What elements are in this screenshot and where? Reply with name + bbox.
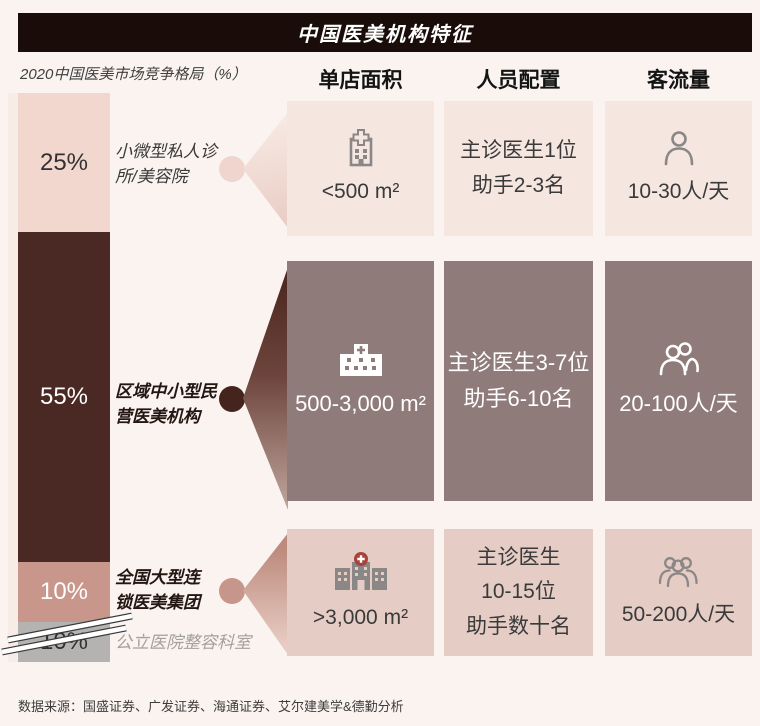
connector-wedge-1 [243, 112, 288, 228]
label-line: 全国大型连 [115, 568, 200, 587]
connector-wedge-2 [243, 267, 288, 510]
cell-traffic-row1: 10-30人/天 [605, 101, 752, 236]
page-title: 中国医美机构特征 [297, 24, 473, 46]
staff-line: 助手6-10名 [463, 386, 574, 411]
connector-dot-3 [219, 578, 245, 604]
cell-staff-row2: 主诊医生3-7位 助手6-10名 [444, 261, 593, 501]
staff-line: 主诊医生 [476, 545, 561, 569]
cell-staff-row3: 主诊医生 10-15位 助手数十名 [444, 529, 593, 656]
title-bar: 中国医美机构特征 [18, 13, 752, 52]
three-people-icon [658, 556, 698, 587]
area-value: <500 m² [321, 179, 400, 203]
column-header-area: 单店面积 [318, 69, 403, 92]
segment-value: 10% [39, 578, 89, 605]
cell-area-row2: 500-3,000 m² [287, 261, 434, 501]
cell-staff-row1: 主诊医生1位 助手2-3名 [444, 101, 593, 236]
segment-value: 25% [39, 148, 89, 176]
label-line: 营医美机构 [115, 406, 200, 426]
segment-value: 55% [39, 383, 89, 410]
person-icon [664, 130, 693, 165]
label-line: 所/美容院 [115, 166, 188, 186]
traffic-value: 50-200人/天 [621, 602, 736, 626]
bar-segment-national-chains: 10% [18, 562, 110, 622]
segment-label-public-hospitals: 公立医院整容科室 [115, 633, 251, 652]
traffic-value: 10-30人/天 [627, 179, 730, 203]
area-value: >3,000 m² [312, 605, 409, 629]
segment-label-private-clinics: 小微型私人诊 所/美容院 [115, 140, 217, 189]
cell-area-row3: >3,000 m² [287, 529, 434, 656]
staff-line: 主诊医生1位 [460, 138, 577, 162]
label-line: 区域中小型民 [115, 382, 217, 401]
segment-value: 10% [39, 628, 89, 655]
cell-traffic-row3: 50-200人/天 [605, 529, 752, 656]
cell-traffic-row2: 20-100人/天 [605, 261, 752, 501]
bar-segment-public-hospitals: 10% [18, 622, 110, 662]
bar-segment-private-clinics: 25% [18, 93, 110, 232]
chart-subtitle: 2020中国医美市场竞争格局（%） [20, 66, 247, 83]
staff-line: 助手数十名 [466, 614, 571, 638]
connector-dot-2 [219, 386, 245, 412]
bar-segment-regional-institutions: 55% [18, 232, 110, 562]
bar-left-strip [8, 93, 18, 662]
connector-dot-1 [219, 156, 245, 182]
column-header-traffic: 客流量 [647, 69, 710, 92]
clinic-building-icon [349, 128, 372, 166]
staff-line: 助手2-3名 [471, 173, 566, 197]
segment-label-national-chains: 全国大型连 锁医美集团 [115, 566, 200, 615]
data-source: 数据来源：国盛证券、广发证券、海通证券、艾尔建美学&德勤分析 [18, 699, 404, 714]
large-hospital-icon [334, 551, 387, 590]
area-value: 500-3,000 m² [295, 391, 426, 417]
label-line: 小微型私人诊 [115, 142, 217, 161]
two-people-icon [659, 342, 699, 376]
hospital-building-icon [339, 344, 382, 377]
column-header-staff: 人员配置 [476, 69, 561, 92]
label-line: 锁医美集团 [115, 592, 200, 612]
staff-line: 主诊医生3-7位 [447, 349, 590, 375]
segment-label-regional-institutions: 区域中小型民 营医美机构 [115, 380, 217, 429]
staff-line: 10-15位 [481, 580, 556, 604]
traffic-value: 20-100人/天 [619, 391, 738, 417]
cell-area-row1: <500 m² [287, 101, 434, 236]
